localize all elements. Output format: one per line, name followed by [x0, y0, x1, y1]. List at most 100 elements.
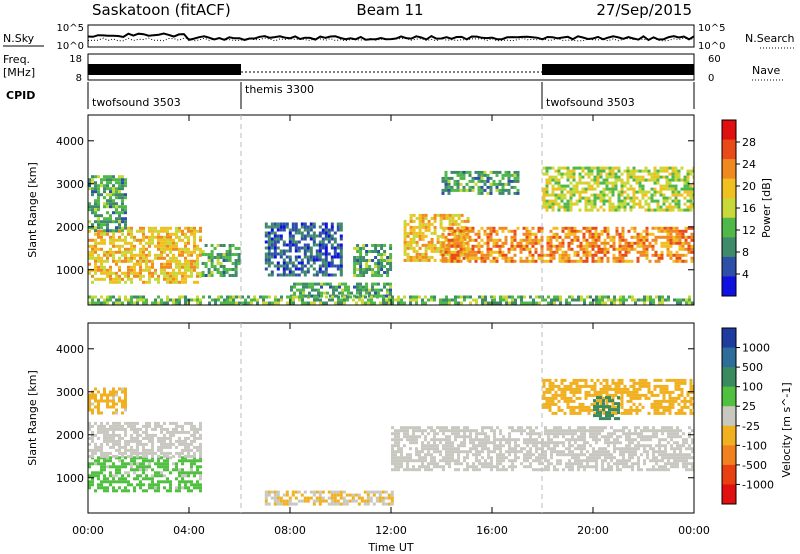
echo-cell: [439, 249, 443, 253]
echo-cell: [204, 244, 208, 247]
echo-cell: [403, 459, 406, 463]
echo-cell: [97, 405, 100, 409]
range-tick-label: 2000: [56, 221, 84, 234]
echo-cell: [109, 456, 112, 460]
echo-cell: [160, 262, 163, 266]
echo-cell: [100, 268, 103, 272]
echo-cell: [118, 396, 121, 400]
echo-cell: [535, 459, 538, 463]
echo-cell: [677, 199, 681, 203]
echo-cell: [300, 246, 304, 250]
echo-cell: [394, 438, 397, 442]
echo-cell: [652, 450, 655, 454]
echo-cell: [300, 237, 304, 241]
echo-cell: [154, 433, 157, 437]
echo-cell: [166, 280, 169, 284]
echo-cell: [457, 447, 460, 451]
echo-cell: [280, 295, 283, 299]
echo-cell: [608, 208, 612, 212]
echo-cell: [581, 196, 585, 200]
echo-cell: [106, 256, 109, 260]
echo-cell: [635, 181, 639, 185]
echo-cell: [298, 295, 301, 299]
echo-cell: [330, 255, 334, 259]
echo-cell: [478, 441, 481, 445]
echo-cell: [234, 265, 238, 268]
echo-cell: [112, 175, 115, 179]
echo-cell: [118, 427, 121, 431]
echo-cell: [513, 235, 517, 239]
echo-cell: [157, 235, 160, 239]
echo-cell: [644, 178, 648, 182]
echo-cell: [187, 226, 190, 230]
echo-cell: [567, 232, 571, 236]
echo-cell: [427, 432, 430, 436]
echo-cell: [115, 178, 118, 182]
echo-cell: [118, 217, 121, 221]
echo-cell: [490, 468, 493, 472]
echo-cell: [578, 196, 582, 200]
echo-cell: [621, 256, 625, 260]
echo-cell: [151, 229, 154, 233]
echo-cell: [355, 301, 358, 305]
echo-cell: [592, 447, 595, 451]
echo-cell: [115, 402, 118, 406]
echo-cell: [628, 450, 631, 454]
echo-cell: [103, 178, 106, 182]
echo-cell: [175, 301, 178, 305]
echo-cell: [112, 202, 115, 206]
echo-cell: [133, 295, 136, 299]
echo-cell: [91, 402, 94, 406]
echo-cell: [669, 235, 673, 239]
echo-cell: [597, 235, 601, 239]
echo-cell: [118, 175, 121, 179]
echo-cell: [658, 447, 661, 451]
echo-cell: [285, 493, 289, 497]
echo-cell: [181, 238, 184, 242]
echo-cell: [364, 301, 367, 305]
echo-cell: [210, 244, 214, 247]
echo-cell: [692, 205, 694, 209]
echo-cell: [675, 226, 679, 230]
echo-cell: [112, 193, 115, 197]
echo-cell: [632, 178, 636, 182]
echo-cell: [592, 453, 595, 457]
echo-cell: [559, 462, 562, 466]
echo-cell: [193, 439, 196, 443]
echo-cell: [378, 499, 382, 503]
echo-cell: [671, 187, 675, 191]
echo-cell: [453, 232, 457, 236]
echo-cell: [222, 265, 226, 268]
echo-cell: [501, 241, 505, 245]
echo-cell: [430, 298, 433, 302]
echo-cell: [640, 435, 643, 439]
echo-cell: [312, 261, 316, 265]
echo-cell: [612, 259, 616, 263]
echo-cell: [598, 429, 601, 433]
echo-cell: [618, 232, 622, 236]
echo-cell: [315, 490, 319, 494]
echo-cell: [264, 502, 268, 506]
echo-cell: [207, 259, 211, 262]
echo-cell: [389, 244, 393, 247]
echo-cell: [130, 235, 133, 239]
echo-cell: [216, 256, 220, 259]
echo-cell: [299, 291, 302, 295]
echo-cell: [689, 169, 693, 173]
echo-cell: [553, 447, 556, 451]
echo-cell: [145, 489, 148, 493]
echo-cell: [178, 250, 181, 254]
echo-cell: [593, 193, 597, 197]
echo-cell: [490, 426, 493, 430]
echo-cell: [356, 259, 360, 262]
echo-cell: [477, 176, 481, 180]
echo-cell: [481, 447, 484, 451]
freq-band-right: [542, 64, 694, 75]
echo-cell: [636, 250, 640, 254]
echo-cell: [371, 274, 375, 277]
echo-cell: [163, 301, 166, 305]
echo-cell: [412, 219, 416, 223]
echo-cell: [115, 226, 118, 230]
echo-cell: [106, 451, 109, 455]
echo-cell: [312, 243, 316, 247]
